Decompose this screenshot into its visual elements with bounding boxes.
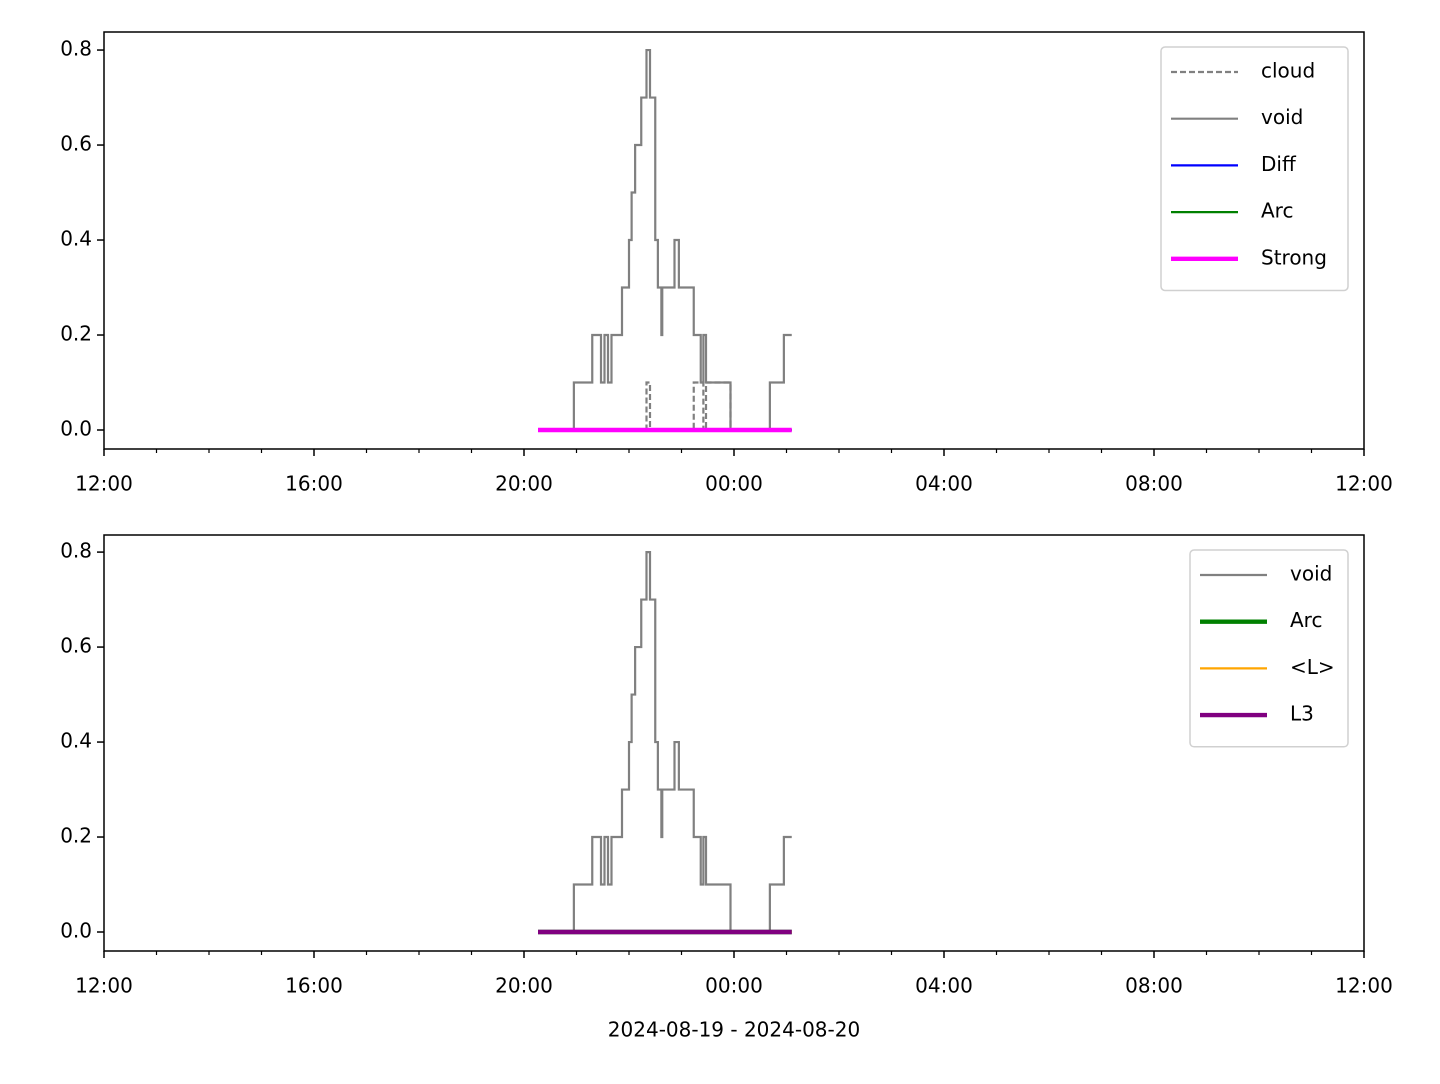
legend-label: void: [1290, 562, 1332, 586]
x-tick-label: 08:00: [1125, 472, 1183, 496]
legend-label: void: [1261, 105, 1303, 129]
x-tick-label: 12:00: [75, 472, 133, 496]
x-tick-label: 00:00: [705, 472, 763, 496]
axes-frame: [103, 534, 1365, 952]
x-tick-label: 04:00: [915, 974, 973, 998]
legend-label: cloud: [1261, 59, 1315, 83]
y-tick-label: 0.6: [60, 634, 92, 658]
x-tick-label: 20:00: [495, 472, 553, 496]
x-tick-label: 16:00: [285, 974, 343, 998]
x-tick-label: 04:00: [915, 472, 973, 496]
series-line: [538, 48, 792, 432]
y-tick-label: 0.6: [60, 132, 92, 156]
series-line: [538, 550, 792, 934]
legend-label: Strong: [1261, 245, 1327, 269]
legend-box: [1189, 549, 1349, 748]
y-tick-label: 0.2: [60, 322, 92, 346]
y-tick-label: 0.4: [60, 729, 92, 753]
legend-label: Arc: [1261, 199, 1293, 223]
y-tick-label: 0.0: [60, 417, 92, 441]
y-tick-label: 0.8: [60, 539, 92, 563]
x-tick-label: 12:00: [1335, 974, 1393, 998]
y-tick-label: 0.4: [60, 227, 92, 251]
x-tick-label: 00:00: [705, 974, 763, 998]
series-line: [538, 381, 792, 432]
legend-label: Diff: [1261, 152, 1297, 176]
x-tick-label: 20:00: [495, 974, 553, 998]
y-tick-label: 0.2: [60, 824, 92, 848]
x-axis-label: 2024-08-19 - 2024-08-20: [608, 1018, 860, 1042]
legend-label: Arc: [1290, 608, 1322, 632]
y-tick-label: 0.8: [60, 37, 92, 61]
x-tick-label: 12:00: [75, 974, 133, 998]
legend-label: L3: [1290, 702, 1314, 726]
legend-label: <L>: [1290, 655, 1335, 679]
y-tick-label: 0.0: [60, 919, 92, 943]
x-tick-label: 08:00: [1125, 974, 1183, 998]
axes-frame: [103, 31, 1365, 450]
x-tick-label: 12:00: [1335, 472, 1393, 496]
x-tick-label: 16:00: [285, 472, 343, 496]
legend-box: [1160, 46, 1349, 292]
